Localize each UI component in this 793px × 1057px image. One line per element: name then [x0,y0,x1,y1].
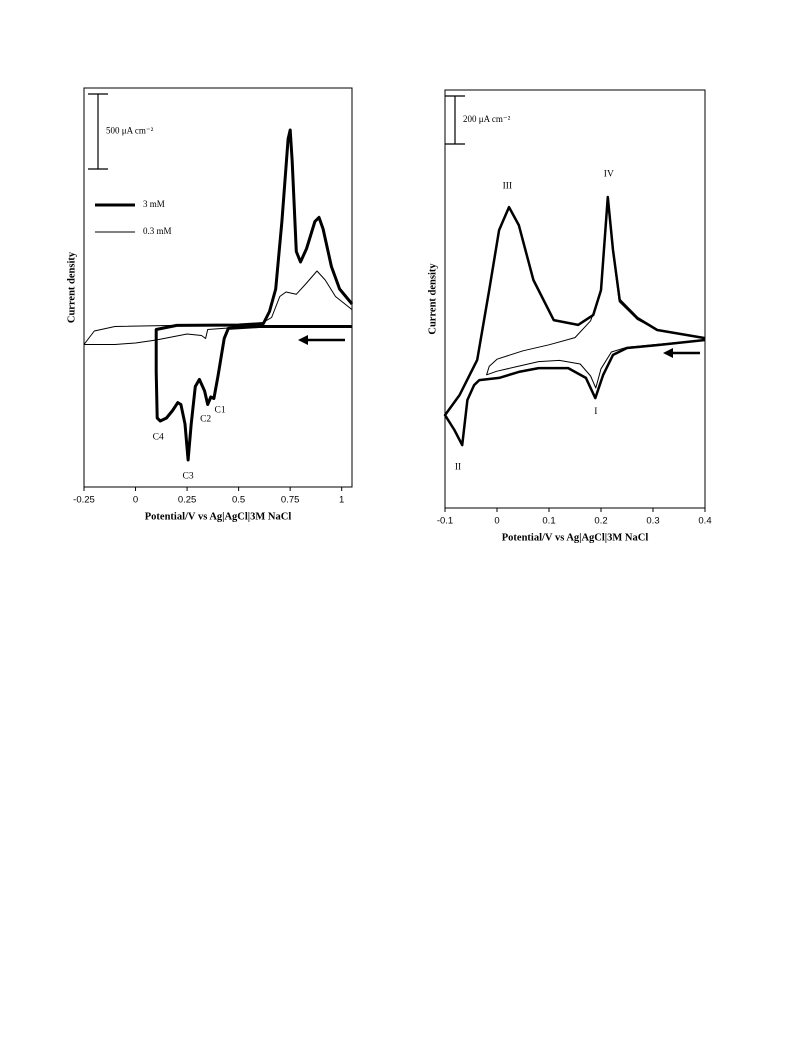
x-axis-label: Potential/V vs Ag|AgCl|3M NaCl [502,532,649,543]
cv-curve [443,195,706,447]
x-tick-label: 0.5 [232,495,245,506]
peak-label: I [594,407,597,417]
peak-label: C4 [153,433,164,443]
peak-label: C1 [215,406,226,416]
chart: -0.1 0 0.1 0.2 0.3 0.4 Potential/V vs Ag|AgCl|… [427,89,712,543]
plot-frame [83,87,353,488]
x-tick-label: 0.75 [281,495,300,506]
x-tick-label: 0 [494,516,499,527]
plot-frame [444,89,706,509]
peak-label: C3 [183,472,194,482]
x-tick-label: 0 [133,495,138,506]
peak-label: C2 [200,415,211,425]
x-tick-label: 0.1 [542,516,555,527]
x-tick-label: 0.25 [178,495,197,506]
cv-curve [486,200,706,389]
x-tick-label: 0.3 [646,516,659,527]
chart: -0.25 0 0.25 0.5 0.75 1 Potential/V vs Ag|AgCl… [66,87,354,522]
scan-arrow-head [663,348,673,358]
scale-bar-label: 200 μA cm⁻² [463,114,511,124]
peak-label: III [503,182,513,192]
legend-label: 3 mM [143,199,165,209]
x-tick-label: 1 [339,495,344,506]
x-tick-label: -0.25 [73,495,95,506]
x-tick-label: 0.2 [594,516,607,527]
scan-arrow-head [298,335,308,345]
scale-bar-label: 500 μA cm⁻² [106,126,154,136]
y-axis-label: Current density [427,263,438,335]
legend-label: 0.3 mM [143,226,172,236]
peak-label: II [455,462,461,472]
cv-curve [83,270,353,345]
x-axis-label: Potential/V vs Ag|AgCl|3M NaCl [145,511,292,522]
y-axis-label: Current density [66,251,77,323]
x-tick-label: 0.4 [698,516,711,527]
cv-curve [154,128,354,462]
x-tick-label: -0.1 [437,516,453,527]
peak-label: IV [604,170,614,180]
